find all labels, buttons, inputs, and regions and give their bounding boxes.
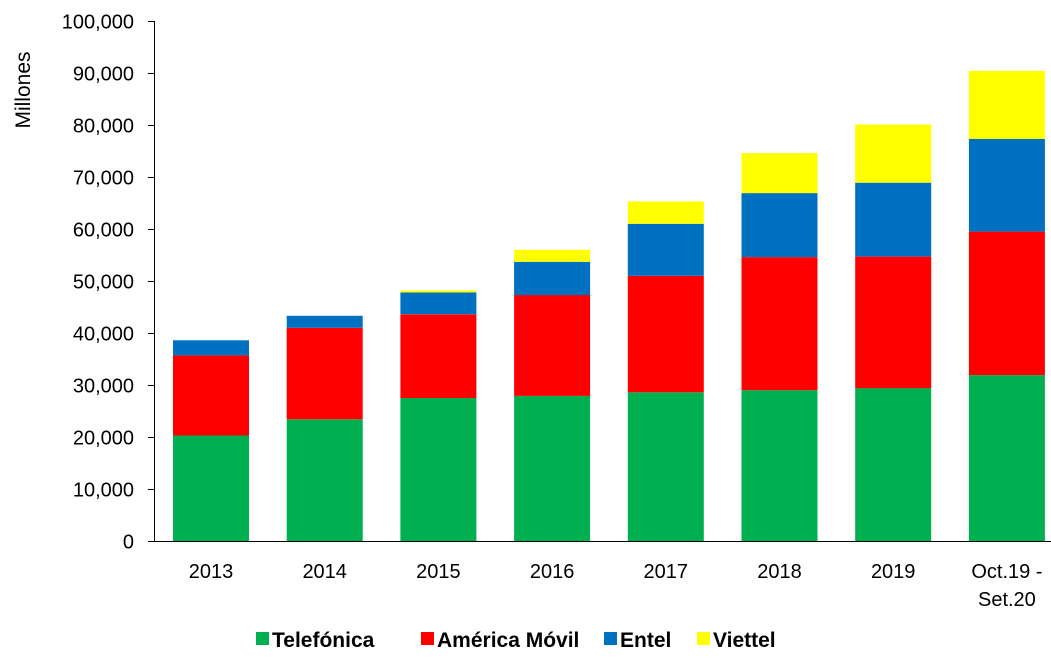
bar-segment (627, 392, 704, 541)
bar-segment (286, 315, 363, 328)
bar-segment (400, 290, 477, 293)
bar-segment (514, 261, 591, 296)
x-tick-label: 2015 (416, 561, 461, 583)
y-tick-label: 60,000 (73, 220, 134, 242)
x-tick-label: 2013 (189, 561, 234, 583)
bar-segment (741, 390, 818, 541)
bar-segment (400, 398, 477, 541)
bar-segment (400, 314, 477, 398)
y-tick-label: 50,000 (73, 272, 134, 294)
bar-segment (286, 327, 363, 420)
bar-segment (741, 153, 818, 194)
legend-label: América Móvil (437, 629, 579, 652)
bar-segment (400, 292, 477, 315)
bar-segment (968, 139, 1045, 232)
x-axis-labels: 2013 2014 2015 2016 2017 2018 2019 Oct.19 - Set.… (189, 561, 1043, 611)
legend-label: Entel (620, 629, 671, 652)
y-axis-title: Millones (12, 51, 35, 128)
bar-segment (173, 340, 249, 356)
x-tick-label: 2017 (644, 561, 689, 583)
bar-segment (855, 124, 932, 183)
y-tick-label: 100,000 (62, 12, 134, 34)
bar-segment (514, 295, 591, 396)
y-tick-label: 70,000 (73, 168, 134, 190)
legend-swatch (697, 632, 710, 645)
bar-segment (627, 201, 704, 224)
x-tick-label: 2014 (302, 561, 347, 583)
y-tick-label: 30,000 (73, 376, 134, 398)
x-tick-label: 2016 (530, 561, 575, 583)
bar-segment (514, 395, 591, 541)
x-tick-label: 2019 (871, 561, 916, 583)
bar-segment (741, 193, 818, 258)
x-tick-label: Oct.19 - (971, 561, 1042, 583)
bars (173, 70, 1045, 541)
y-axis-ticks: 0 10,000 20,000 30,000 40,000 50,000 60,000 70,… (62, 12, 154, 554)
bar-segment (514, 249, 591, 262)
bar-segment (968, 231, 1045, 376)
y-tick-label: 20,000 (73, 428, 134, 450)
x-tick-label: 2018 (757, 561, 802, 583)
bar-segment (173, 435, 249, 541)
legend-label: Telefónica (272, 629, 375, 652)
bar-segment (855, 388, 932, 541)
y-axis-title-group: Millones (12, 51, 35, 128)
x-tick-label: Set.20 (978, 589, 1036, 611)
bar-segment (855, 256, 932, 389)
y-tick-label: 80,000 (73, 116, 134, 138)
legend-label: Viettel (713, 629, 776, 652)
y-tick-label: 0 (123, 532, 134, 554)
bar-segment (968, 375, 1045, 541)
y-tick-label: 40,000 (73, 324, 134, 346)
y-tick-label: 10,000 (73, 480, 134, 502)
bar-segment (627, 275, 704, 393)
legend-swatch (604, 632, 617, 645)
bar-segment (627, 223, 704, 276)
y-tick-label: 90,000 (73, 64, 134, 86)
legend-swatch (256, 632, 269, 645)
bar-segment (968, 70, 1045, 139)
legend-swatch (421, 632, 434, 645)
legend: Telefónica América Móvil Entel Viettel (256, 629, 776, 652)
bar-segment (286, 419, 363, 541)
bar-segment (173, 355, 249, 436)
bar-segment (741, 257, 818, 391)
bar-segment (855, 182, 932, 257)
